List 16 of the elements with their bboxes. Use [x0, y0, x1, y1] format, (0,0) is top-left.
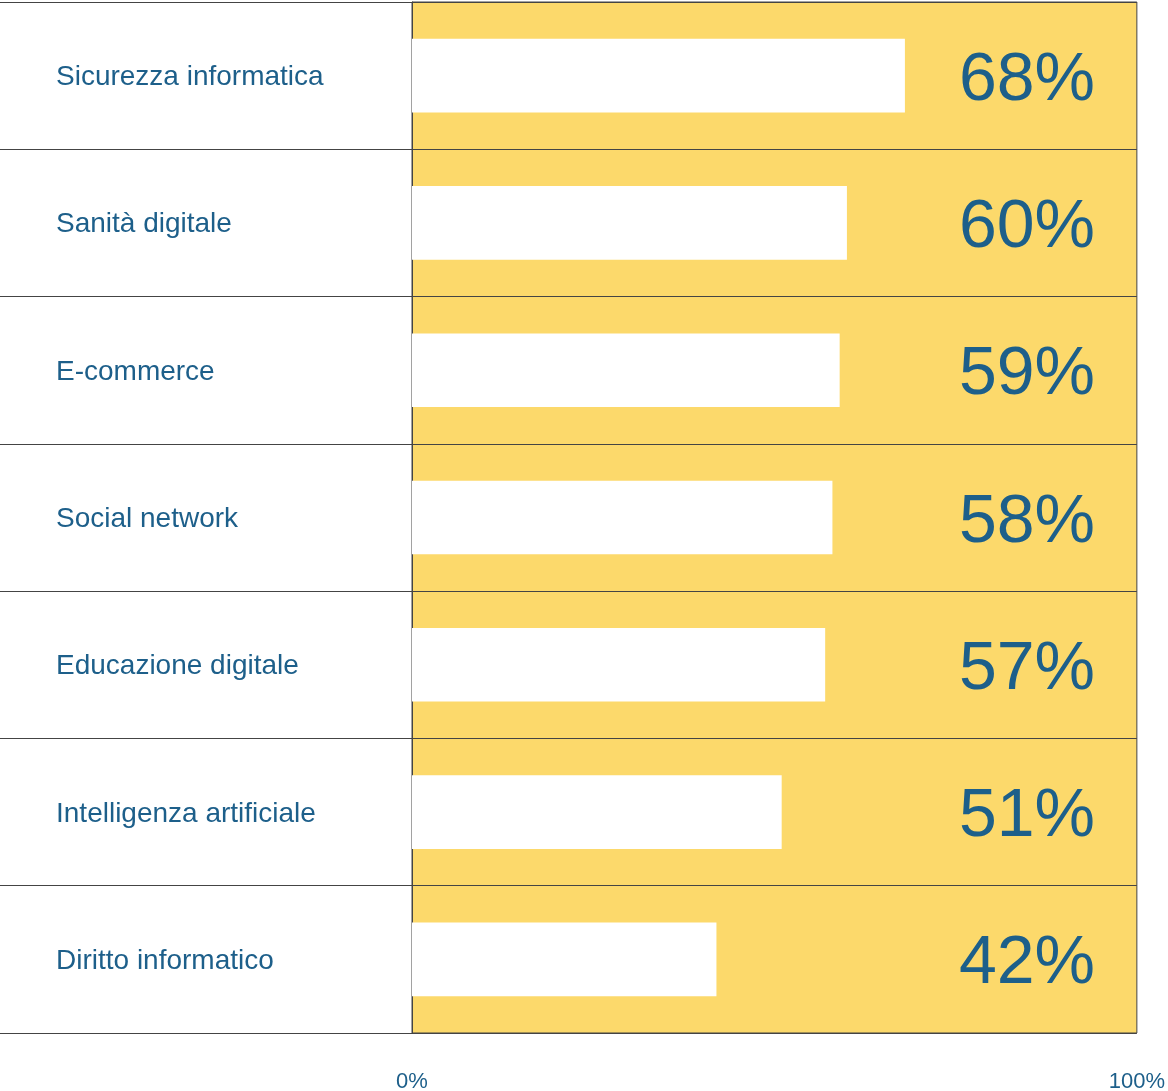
- data-label: 68%: [958, 37, 1095, 114]
- y-tick-label: Educazione digitale: [56, 649, 299, 681]
- data-label: 60%: [958, 184, 1095, 261]
- y-tick-label: Intelligenza artificiale: [56, 796, 316, 828]
- data-label: 59%: [958, 332, 1095, 409]
- y-tick-label: Sanità digitale: [56, 207, 232, 239]
- y-tick-label: Diritto informatico: [56, 943, 274, 975]
- x-tick-label: 100%: [1108, 1067, 1166, 1091]
- data-label: 58%: [958, 479, 1095, 556]
- data-label: 57%: [958, 626, 1095, 703]
- data-label: 51%: [958, 774, 1095, 851]
- y-tick-label: E-commerce: [56, 354, 215, 386]
- x-tick-label: 0%: [396, 1067, 428, 1091]
- y-tick-label: Sicurezza informatica: [56, 60, 325, 92]
- data-label: 42%: [958, 921, 1095, 998]
- y-tick-label: Social network: [56, 502, 240, 533]
